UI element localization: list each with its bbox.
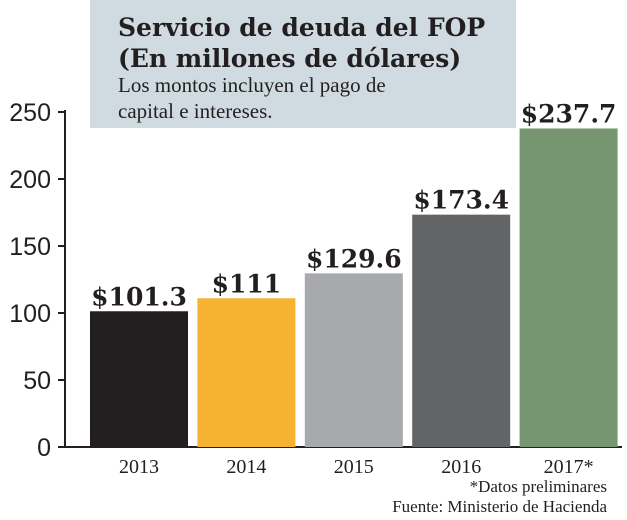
chart-title-line-2: (En millones de dólares) <box>118 44 462 73</box>
x-tick-label: 2016 <box>441 456 481 478</box>
y-tick-label: 100 <box>9 300 51 328</box>
x-tick-label: 2015 <box>334 456 374 478</box>
bar <box>197 298 296 447</box>
bar <box>90 311 188 447</box>
data-label: $237.7 <box>521 99 617 128</box>
y-tick-label: 150 <box>9 233 51 261</box>
x-tick-label: 2013 <box>119 456 159 478</box>
x-tick-label: 2014 <box>226 456 266 478</box>
footnote: *Datos preliminares <box>469 477 607 496</box>
data-label: $101.3 <box>91 282 187 311</box>
y-tick-label: 50 <box>23 367 51 395</box>
chart-title-line-1: Servicio de deuda del FOP <box>118 13 486 42</box>
data-label: $173.4 <box>413 186 509 215</box>
data-label: $111 <box>212 269 282 298</box>
x-tick-label: 2017* <box>544 456 594 478</box>
y-tick-label: 250 <box>9 99 51 127</box>
y-tick-label: 0 <box>37 434 51 462</box>
chart-subtitle: Los montos incluyen el pago de capital e… <box>118 73 386 123</box>
bar <box>412 214 511 447</box>
title-box <box>90 0 516 128</box>
chart-notes: *Datos preliminares Fuente: Ministerio d… <box>392 477 607 517</box>
data-label: $129.6 <box>306 244 402 273</box>
source-note: Fuente: Ministerio de Hacienda <box>392 497 607 516</box>
y-tick-label: 200 <box>9 166 51 194</box>
bar <box>519 128 618 447</box>
chart-title: Servicio de deuda del FOP (En millones d… <box>118 12 485 74</box>
bar <box>304 273 403 447</box>
